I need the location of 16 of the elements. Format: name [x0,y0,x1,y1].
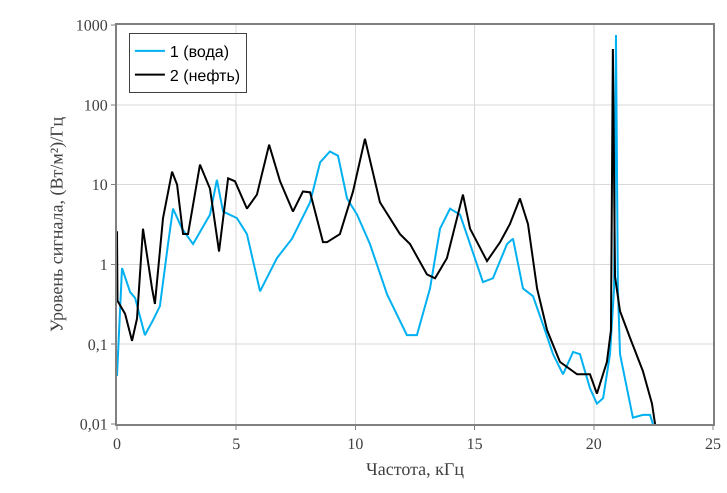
y-tick-label: 100 [84,97,108,114]
y-tick-label: 1000 [76,18,108,35]
y-tick-label: 0,1 [88,336,108,354]
legend-label: 2 (нефть) [170,68,240,85]
legend-label: 1 (вода) [170,44,230,62]
x-tick-label: 0 [113,436,121,454]
x-tick-label: 25 [705,436,721,454]
y-axis-title: Уровень сигнала, (Вт/м²)/Гц [46,116,66,332]
y-tick-label: 1 [100,257,108,274]
x-tick-label: 10 [347,436,364,454]
x-tick-label: 15 [466,436,483,454]
y-tick-label: 0,01 [80,416,108,434]
y-tick-label: 10 [92,177,108,194]
x-tick-label: 5 [232,436,240,454]
x-axis-title: Частота, кГц [366,458,464,479]
x-tick-label: 20 [586,436,602,454]
